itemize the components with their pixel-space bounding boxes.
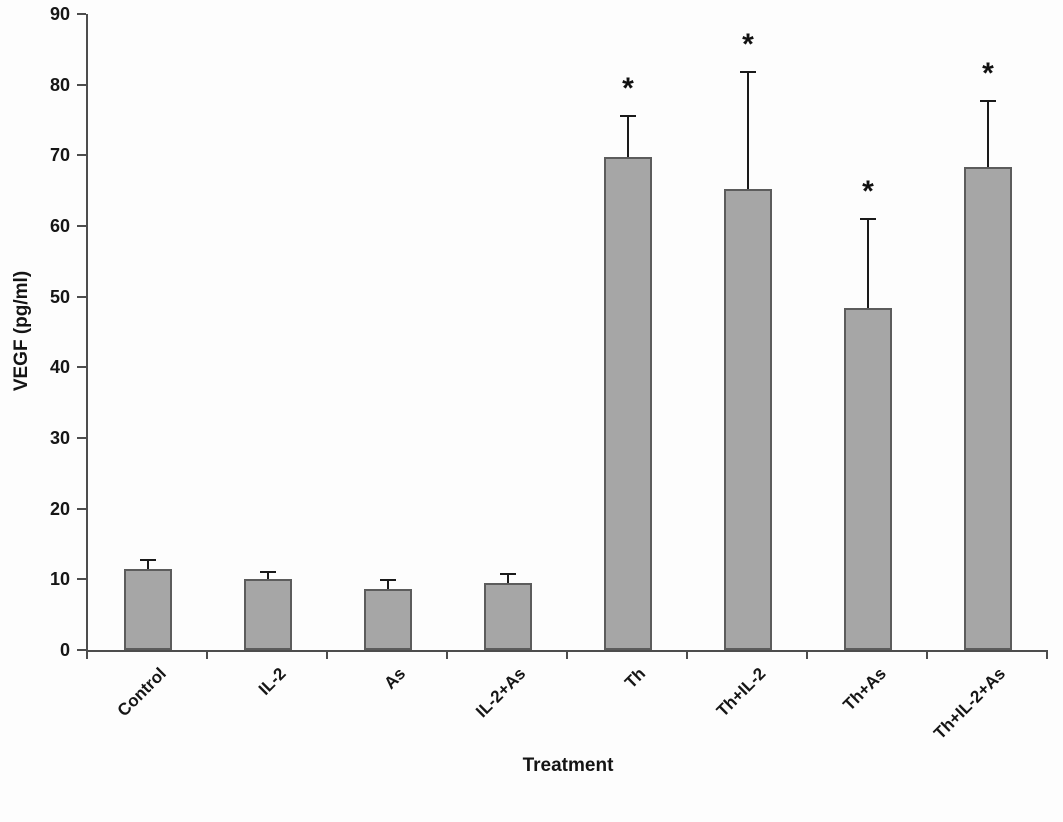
x-tick-mark xyxy=(86,650,88,659)
x-tick-mark xyxy=(686,650,688,659)
error-bar-stem xyxy=(867,218,869,308)
bar-Control xyxy=(124,569,172,650)
error-bar-cap xyxy=(620,114,636,117)
y-tick-mark xyxy=(77,295,86,298)
y-tick-label: 0 xyxy=(59,640,70,660)
error-bar-cap xyxy=(140,558,156,561)
error-bar-stem xyxy=(747,71,749,190)
y-tick-label: 90 xyxy=(49,4,70,24)
x-tick-label: IL-2 xyxy=(254,664,290,699)
bar-Th xyxy=(604,156,652,650)
error-bar-stem xyxy=(387,580,389,590)
x-tick-mark xyxy=(806,650,808,659)
error-bar-cap xyxy=(980,99,996,102)
x-tick-label: Th+As xyxy=(838,664,890,715)
bar-IL-2 xyxy=(244,578,292,650)
x-tick-label: Th+IL-2+As xyxy=(930,664,1010,743)
bar-Th+IL-2 xyxy=(724,189,772,650)
significance-asterisk: * xyxy=(742,27,754,61)
error-bar-stem xyxy=(507,573,509,583)
y-tick-label: 50 xyxy=(49,286,70,307)
y-tick-mark xyxy=(77,154,86,157)
bar-IL-2+As xyxy=(484,582,532,650)
error-bar-cap xyxy=(740,70,756,73)
x-tick-mark xyxy=(206,650,208,659)
significance-asterisk: * xyxy=(982,56,994,90)
error-bar-stem xyxy=(987,100,989,167)
y-tick-label: 70 xyxy=(49,145,70,166)
bar-As xyxy=(364,589,412,650)
bar-Th+As xyxy=(844,307,892,650)
x-tick-mark xyxy=(446,650,448,659)
bar-Th+IL-2+As xyxy=(964,166,1012,650)
y-tick-mark xyxy=(77,225,86,227)
error-bar-stem xyxy=(267,572,269,579)
y-tick-mark xyxy=(77,649,86,651)
error-bar-cap xyxy=(860,217,876,220)
x-tick-mark xyxy=(326,650,328,659)
x-tick-mark xyxy=(566,650,568,659)
y-tick-mark xyxy=(77,13,86,15)
significance-asterisk: * xyxy=(862,174,874,208)
error-bar-cap xyxy=(260,571,276,574)
error-bar-stem xyxy=(147,559,149,570)
x-tick-label: Th+IL-2 xyxy=(712,664,770,721)
error-bar-cap xyxy=(380,579,396,582)
significance-asterisk: * xyxy=(622,71,634,105)
y-tick-mark xyxy=(77,578,86,581)
y-tick-label: 10 xyxy=(49,569,70,590)
x-tick-mark xyxy=(1046,650,1048,659)
y-tick-label: 30 xyxy=(49,428,70,448)
y-tick-label: 40 xyxy=(49,357,70,378)
y-tick-mark xyxy=(77,83,86,86)
error-bar-stem xyxy=(627,115,629,157)
y-tick-mark xyxy=(77,507,86,510)
y-tick-label: 80 xyxy=(49,74,70,95)
error-bar-cap xyxy=(500,572,516,575)
y-tick-label: 20 xyxy=(49,498,70,519)
y-tick-mark xyxy=(77,366,86,369)
y-tick-label: 60 xyxy=(49,216,70,236)
y-tick-mark xyxy=(77,437,86,439)
x-tick-label: As xyxy=(380,664,410,693)
x-axis-title: Treatment xyxy=(522,755,614,776)
x-tick-mark xyxy=(926,650,928,659)
y-axis-line xyxy=(86,14,88,652)
x-tick-label: Control xyxy=(113,664,170,721)
x-tick-label: IL-2+As xyxy=(472,664,530,722)
x-tick-label: Th xyxy=(621,664,650,693)
